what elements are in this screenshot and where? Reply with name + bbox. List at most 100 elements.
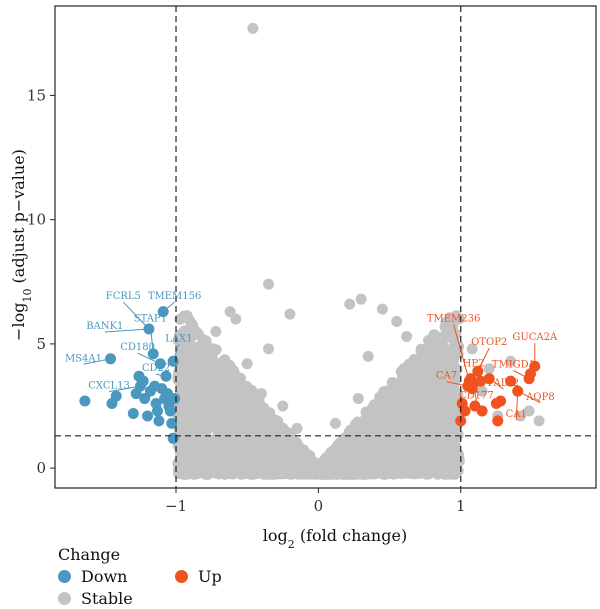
stable-point	[419, 383, 431, 395]
gene-label: LAX1	[165, 333, 192, 344]
stable-point	[434, 444, 446, 456]
gene-label: CD22	[142, 363, 170, 374]
down-point	[142, 410, 154, 422]
up-point	[492, 415, 504, 427]
stable-point	[505, 355, 517, 367]
gene-label: CXCL13	[88, 381, 130, 392]
down-point	[153, 415, 165, 427]
stable-point	[414, 361, 426, 373]
stable-point	[277, 425, 289, 437]
stable-point	[277, 437, 289, 449]
annotation-leader-line	[122, 301, 150, 330]
legend-up-label: Up	[198, 567, 222, 586]
down-point	[139, 393, 151, 405]
stable-point	[210, 325, 222, 337]
stable-point	[389, 468, 400, 480]
legend-item-down: Down	[58, 567, 127, 586]
stable-point	[378, 403, 390, 415]
annotation-leader-line	[513, 370, 530, 380]
stable-point	[198, 402, 210, 414]
stable-point	[234, 415, 246, 427]
x-axis-label: log2 (fold change)	[263, 526, 407, 551]
stable-point	[355, 293, 367, 305]
annotation-leader-line	[155, 373, 167, 377]
stable-point	[224, 409, 236, 421]
down-point	[79, 395, 91, 407]
stable-point	[186, 359, 198, 371]
stable-point	[365, 408, 376, 420]
gene-label: CD180	[120, 342, 155, 353]
stable-point	[202, 452, 214, 464]
up-point	[505, 375, 517, 387]
stable-point	[429, 412, 441, 424]
stable-point	[398, 363, 410, 375]
stable-point	[205, 387, 217, 398]
stable-point	[255, 388, 267, 400]
stable-point	[380, 419, 392, 431]
stable-point	[242, 437, 254, 449]
stable-point	[409, 376, 421, 388]
stable-point	[389, 424, 401, 436]
y-tick-label: 0	[36, 459, 46, 477]
stable-point	[329, 468, 341, 480]
stable-point	[291, 464, 303, 476]
stable-point	[374, 467, 386, 478]
stable-point	[342, 451, 354, 463]
stable-point	[263, 459, 275, 470]
stable-point	[418, 403, 430, 415]
gene-label: TMEM156	[148, 291, 202, 302]
up-point	[495, 395, 507, 407]
stable-point	[254, 404, 266, 416]
gene-label: STAP1	[134, 314, 167, 325]
annotation-leader-line	[149, 324, 154, 354]
stable-point	[197, 347, 209, 359]
stable-point	[224, 306, 236, 318]
stable-point	[206, 396, 218, 408]
stable-point	[533, 415, 545, 427]
stable-point	[403, 468, 415, 479]
annotation-leader-line	[109, 385, 141, 393]
stable-point	[437, 404, 449, 416]
stable-point	[261, 416, 273, 428]
stable-point	[213, 375, 225, 387]
annotation-leader-line	[477, 347, 490, 372]
stable-point	[240, 406, 252, 418]
stable-point	[414, 464, 426, 476]
stable-point	[442, 460, 454, 472]
stable-point	[315, 461, 327, 473]
gene-label: OTOP2	[471, 337, 507, 348]
stable-point	[181, 372, 193, 384]
annotation-leader-line	[83, 358, 111, 365]
stable-point	[432, 335, 444, 347]
stable-point	[204, 441, 216, 453]
stable-point	[268, 429, 280, 441]
stable-point	[357, 444, 369, 456]
stable-point	[476, 385, 488, 397]
gene-label: CA7	[436, 371, 457, 382]
stable-point	[386, 377, 398, 388]
stable-point	[445, 379, 457, 391]
stable-point	[385, 439, 397, 451]
annotation-leader-line	[162, 301, 175, 312]
annotation-leader-line	[488, 378, 504, 390]
stable-point	[352, 437, 364, 449]
down-point	[169, 393, 181, 405]
stable-point	[174, 313, 186, 325]
gene-label: PADI2	[488, 378, 519, 389]
stable-point	[218, 394, 230, 406]
stable-point	[183, 440, 195, 452]
stable-point	[405, 442, 417, 454]
stable-point	[276, 451, 288, 463]
down-point	[127, 407, 139, 419]
stable-point	[186, 351, 198, 363]
legend-stable-label: Stable	[81, 589, 133, 608]
stable-point	[425, 342, 437, 354]
annotation-leader-line	[104, 328, 149, 333]
x-tick-label: 0	[314, 497, 324, 515]
stable-point	[228, 369, 240, 381]
stable-point	[244, 418, 256, 430]
stable-point	[192, 447, 203, 459]
legend-item-up: Up	[175, 567, 222, 586]
down-point	[166, 417, 178, 429]
